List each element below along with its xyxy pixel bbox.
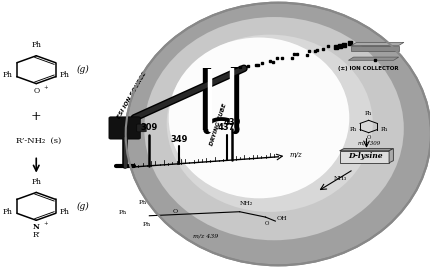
Polygon shape — [339, 151, 388, 163]
Text: m/z: m/z — [289, 151, 301, 159]
Text: (g): (g) — [76, 202, 89, 211]
Text: R’: R’ — [32, 231, 40, 239]
Text: 349: 349 — [170, 135, 188, 144]
Text: O: O — [33, 87, 39, 95]
Ellipse shape — [126, 3, 430, 265]
Text: Ph: Ph — [60, 208, 70, 216]
Text: O: O — [264, 221, 268, 226]
Text: Ph: Ph — [143, 222, 151, 227]
Polygon shape — [388, 148, 393, 163]
Text: NH₂: NH₂ — [239, 201, 252, 206]
Text: Ph: Ph — [380, 127, 387, 132]
Ellipse shape — [168, 38, 348, 198]
Text: R’-NH₂  (s): R’-NH₂ (s) — [16, 137, 61, 145]
Text: (±) ION COLLECTOR: (±) ION COLLECTOR — [338, 66, 398, 71]
Text: Ph: Ph — [349, 127, 356, 132]
FancyBboxPatch shape — [137, 124, 146, 132]
Text: Ph: Ph — [118, 210, 126, 215]
Text: +: + — [43, 221, 48, 226]
Text: NH₃: NH₃ — [333, 176, 347, 181]
Text: +: + — [43, 85, 48, 90]
Polygon shape — [339, 148, 393, 151]
Text: Ph: Ph — [3, 208, 12, 216]
Text: N: N — [33, 223, 40, 231]
Text: m/z 439: m/z 439 — [192, 234, 218, 239]
Text: (g): (g) — [76, 65, 89, 74]
Text: Ph: Ph — [138, 200, 147, 205]
Polygon shape — [347, 57, 398, 60]
FancyBboxPatch shape — [109, 117, 140, 139]
Text: Ph: Ph — [364, 110, 372, 116]
Text: O: O — [366, 135, 370, 140]
Text: 437: 437 — [218, 123, 235, 132]
Text: +: + — [31, 110, 41, 123]
Text: Ph: Ph — [60, 71, 70, 79]
Text: 309: 309 — [140, 123, 158, 132]
Text: Ph: Ph — [3, 71, 12, 79]
Text: OH: OH — [276, 216, 286, 221]
Text: ESI ION SOURCE: ESI ION SOURCE — [117, 71, 147, 120]
Polygon shape — [350, 42, 403, 46]
Text: O: O — [172, 209, 177, 214]
Text: 439: 439 — [223, 117, 240, 126]
Ellipse shape — [166, 35, 372, 212]
Ellipse shape — [144, 17, 403, 240]
Polygon shape — [350, 46, 398, 51]
Text: Ph: Ph — [31, 41, 41, 49]
Text: m/z 309: m/z 309 — [357, 141, 379, 146]
Text: Ph: Ph — [31, 178, 41, 186]
Text: DRYING TUBE: DRYING TUBE — [209, 103, 227, 146]
Text: D-lysine: D-lysine — [347, 152, 382, 160]
